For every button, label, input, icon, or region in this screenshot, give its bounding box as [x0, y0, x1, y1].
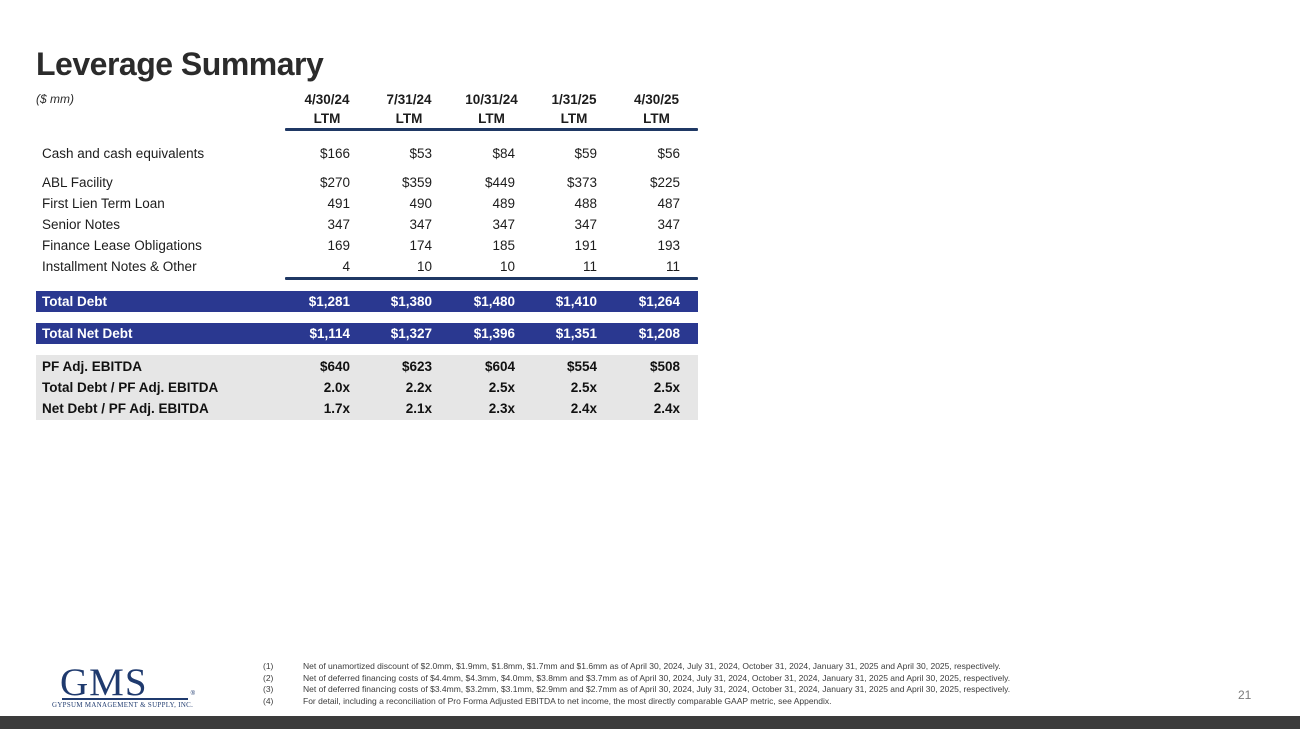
footnote-1: (1) Net of unamortized discount of $2.0m…: [263, 661, 1001, 671]
header-underline: [285, 128, 698, 131]
total-net-debt-row: Total Net Debt $1,114 $1,327 $1,396 $1,3…: [36, 323, 698, 344]
page-title: Leverage Summary: [36, 46, 324, 82]
table-row-senior-notes: Senior Notes 347 347 347 347 347: [42, 217, 680, 232]
table-row-finance-lease-obligations: Finance Lease Obligations 169 174 185 19…: [42, 238, 680, 253]
footnote-2: (2) Net of deferred financing costs of $…: [263, 672, 1011, 683]
footnote-4: (4) For detail, including a reconciliati…: [263, 695, 832, 706]
column-header-period: LTM: [395, 111, 423, 126]
column-header-period: LTM: [643, 111, 670, 126]
ebitda-metrics-band: PF Adj. EBITDA $640 $623 $604 $554 $508 …: [36, 355, 698, 420]
table-header-period: LTM LTM LTM LTM LTM: [36, 109, 698, 128]
table-row-total-debt-ratio: Total Debt / PF Adj. EBITDA 2.0x 2.2x 2.…: [42, 380, 680, 395]
total-debt-row: Total Debt $1,281 $1,380 $1,480 $1,410 $…: [36, 291, 698, 312]
table-row-installment-notes: Installment Notes & Other 4 10 10 11 11: [42, 259, 680, 274]
column-header-period: LTM: [560, 111, 588, 126]
column-header-date: 1/31/25: [551, 92, 597, 107]
page-number: 21: [1238, 688, 1252, 702]
registered-trademark-icon: ®: [190, 691, 195, 697]
column-header-period: LTM: [313, 111, 341, 126]
gms-logo: GMS ® GYPSUM MANAGEMENT & SUPPLY, INC.: [52, 661, 202, 709]
table-row-abl-facility: ABL Facility $270 $359 $449 $373 $225: [42, 175, 680, 190]
table-row-first-lien-term-loan: First Lien Term Loan 491 490 489 488 487: [42, 196, 680, 211]
gms-logo-wordmark: GMS: [60, 661, 148, 704]
column-header-date: 4/30/25: [633, 92, 680, 107]
table-row-pf-adj-ebitda: PF Adj. EBITDA $640 $623 $604 $554 $508: [42, 359, 680, 374]
footnotes: (1) Net of unamortized discount of $2.0m…: [263, 661, 1163, 707]
column-header-date: 4/30/24: [304, 92, 350, 107]
column-header-date: 10/31/24: [465, 92, 518, 107]
subtotal-underline: [285, 277, 698, 280]
table-row-net-debt-ratio: Net Debt / PF Adj. EBITDA 1.7x 2.1x 2.3x…: [42, 401, 680, 416]
footnote-3: (3) Net of deferred financing costs of $…: [263, 684, 1011, 694]
footer-bar: [0, 716, 1300, 729]
table-row-cash: Cash and cash equivalents $166 $53 $84 $…: [42, 146, 680, 161]
units-label: ($ mm): [36, 92, 74, 106]
gms-logo-subtitle: GYPSUM MANAGEMENT & SUPPLY, INC.: [52, 702, 194, 709]
table-header-dates: ($ mm) 4/30/24 7/31/24 10/31/24 1/31/25 …: [36, 90, 698, 109]
gms-logo-rule: ®: [62, 691, 195, 700]
leverage-table: ($ mm) 4/30/24 7/31/24 10/31/24 1/31/25 …: [36, 90, 698, 420]
column-header-date: 7/31/24: [386, 92, 432, 107]
column-header-period: LTM: [478, 111, 505, 126]
